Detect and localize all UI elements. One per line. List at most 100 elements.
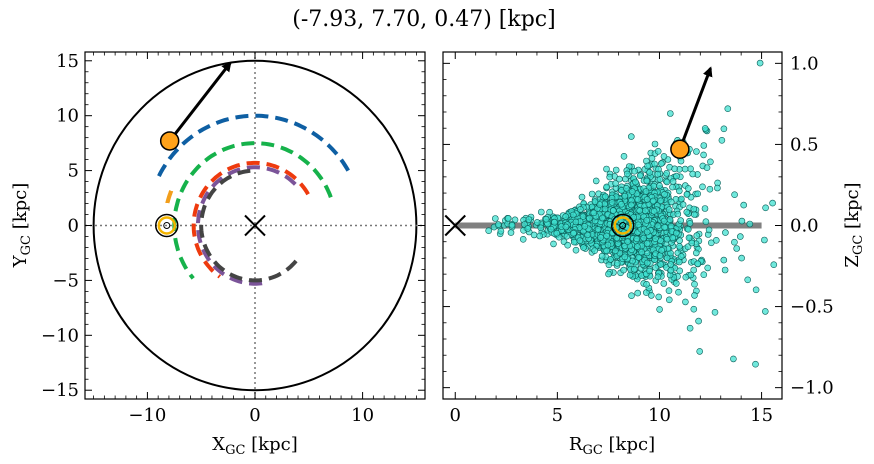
scatter-point (701, 125, 709, 132)
scatter-point (606, 173, 614, 181)
scatter-point (656, 306, 663, 313)
scatter-point (756, 59, 764, 67)
scatter-point (634, 289, 642, 297)
scatter-point (752, 286, 760, 294)
spiral-arm-4 (191, 160, 310, 279)
scatter-point (660, 153, 668, 160)
scatter-point (654, 222, 662, 230)
scatter-point (504, 215, 512, 222)
y-tick-label: −0.5 (790, 297, 834, 318)
scatter-point (636, 172, 644, 179)
scatter-point (603, 247, 610, 255)
scatter-point (704, 264, 712, 272)
scatter-point (769, 199, 776, 207)
scatter-point (693, 148, 700, 155)
scatter-point (683, 208, 691, 216)
scatter-point (660, 217, 668, 225)
scatter-point (681, 165, 689, 173)
scatter-point (635, 221, 642, 229)
y-tick-label: 5 (68, 161, 79, 182)
scatter-point (654, 148, 662, 155)
scatter-point (663, 235, 671, 243)
scatter-point (485, 227, 493, 234)
scatter-point (632, 178, 639, 186)
scatter-point (643, 228, 651, 236)
scatter-point (667, 222, 675, 230)
scatter-point (706, 185, 714, 193)
scatter-point (683, 191, 691, 198)
scatter-point (551, 218, 558, 226)
scatter-point (643, 259, 651, 267)
scatter-point (705, 226, 713, 234)
scatter-point (624, 238, 632, 245)
y-tick-label: 0 (68, 216, 79, 237)
x-tick-label: 15 (750, 405, 773, 426)
scatter-point (643, 217, 651, 224)
scatter-points (485, 59, 778, 368)
scatter-point (669, 183, 676, 191)
y-tick-label: −5 (52, 270, 79, 291)
scatter-point (646, 169, 653, 176)
scatter-point (638, 248, 645, 256)
scatter-point (672, 280, 680, 287)
scatter-point (691, 292, 698, 299)
scatter-point (724, 105, 732, 112)
scatter-point (627, 201, 635, 209)
scatter-point (572, 218, 580, 226)
scatter-point (661, 191, 668, 198)
scatter-point (580, 244, 587, 251)
scatter-point (666, 110, 674, 117)
scatter-point (648, 155, 656, 162)
scatter-point (694, 260, 702, 268)
scatter-point (594, 226, 602, 233)
scatter-point (631, 167, 638, 175)
scatter-point (581, 223, 589, 230)
sun-marker (155, 213, 179, 238)
galactic-center-marker (244, 214, 266, 237)
scatter-point (652, 264, 659, 271)
scatter-point (721, 266, 729, 274)
scatter-point (675, 288, 682, 296)
scatter-point (550, 240, 557, 248)
scatter-point (707, 158, 714, 166)
y-tick-label: −15 (41, 380, 79, 401)
scatter-point (604, 241, 612, 249)
scatter-point (572, 246, 580, 254)
scatter-point (588, 190, 596, 198)
scatter-point (603, 165, 610, 173)
scatter-point (612, 166, 620, 174)
scatter-point (641, 207, 649, 214)
scatter-point (720, 256, 728, 264)
scatter-point (640, 234, 648, 242)
scatter-point (622, 185, 630, 192)
scatter-point (695, 317, 702, 325)
scatter-point (686, 324, 694, 332)
scatter-point (577, 206, 584, 213)
scatter-point (494, 221, 502, 228)
scatter-point (651, 140, 659, 148)
scatter-point (658, 247, 666, 254)
scatter-point (601, 205, 609, 213)
scatter-point (700, 151, 707, 159)
scatter-point (718, 137, 726, 144)
right-y-axis-label: ZGC [kpc] (842, 182, 866, 267)
scatter-point (682, 298, 689, 306)
scatter-point (657, 197, 665, 205)
scatter-point (690, 266, 698, 274)
scatter-point (616, 175, 623, 183)
scatter-point (654, 170, 662, 178)
scatter-point (644, 162, 651, 170)
left-panel-xy: −10 0 10 −15 −10 −5 0 5 10 15 XGC [kpc] YGC [kpc] (10, 51, 426, 458)
figure-title: (-7.93, 7.70, 0.47) [kpc] (292, 7, 555, 32)
scatter-point (586, 214, 593, 222)
scatter-point (642, 188, 650, 195)
scatter-point (738, 254, 745, 262)
scatter-point (635, 254, 643, 261)
scatter-point (643, 280, 650, 288)
scatter-point (596, 201, 604, 208)
y-tick-label: 10 (56, 106, 79, 127)
scatter-point (542, 215, 550, 223)
scatter-point (701, 205, 709, 212)
scatter-point (684, 226, 692, 233)
